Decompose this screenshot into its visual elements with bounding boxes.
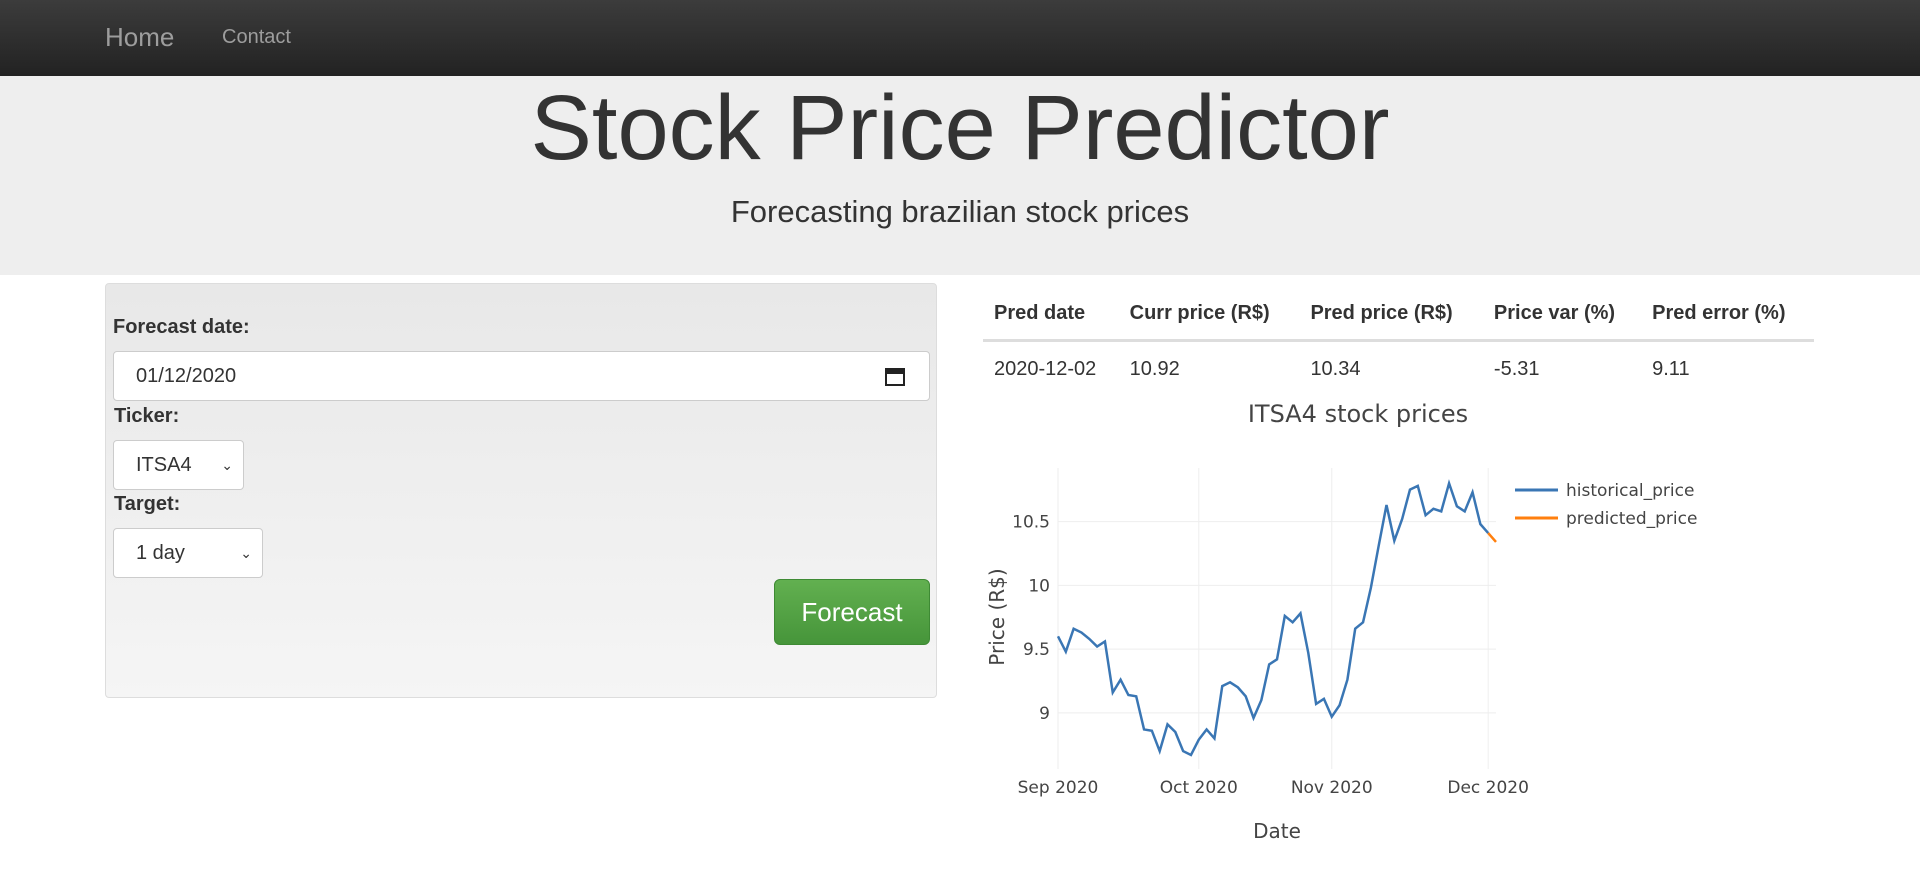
nav-link[interactable]: Contact [222,26,291,48]
select-value: ITSA4 [136,453,192,476]
table-row: 2020-12-02 10.92 10.34 -5.31 9.11 [983,341,1814,394]
y-axis-title: Price (R$) [985,568,1009,665]
chart-title: ITSA4 stock prices [1248,400,1468,428]
target-select[interactable]: 1 day ⌄ [113,528,263,578]
x-axis-title: Date [1253,819,1301,843]
input-value: 01/12/2020 [136,364,237,387]
page-subtitle: Forecasting brazilian stock prices [730,194,1190,229]
x-tick-label: Oct 2020 [1160,778,1238,798]
table-cell: 10.92 [1129,358,1180,380]
date-input[interactable]: 01/12/2020 [113,351,930,401]
legend-label: predicted_price [1566,509,1697,529]
table-cell: 10.34 [1310,358,1361,380]
calendar-icon [885,368,905,386]
y-tick-label: 10 [1028,576,1050,596]
x-tick-label: Sep 2020 [1018,778,1099,798]
select-value: 1 day [136,541,185,564]
y-tick-label: 10.5 [1012,513,1050,533]
jumbotron: Stock Price Predictor Forecasting brazil… [0,76,1920,275]
results-table: Pred date Curr price (R$) Pred price (R$) P… [983,288,1814,393]
column-header: Pred price (R$) [1299,288,1483,342]
line-series [1487,532,1497,543]
legend-label: historical_price [1566,481,1694,501]
forecast-button[interactable]: Forecast [774,579,930,645]
y-tick-label: 9 [1039,704,1050,724]
label: Forecast date: [113,316,250,338]
table-cell: 2020-12-02 [994,358,1097,380]
line-series [1056,479,1490,757]
table-cell: -5.31 [1493,358,1540,380]
label: Ticker: [114,405,180,427]
chevron: ⌄ [221,456,233,473]
page-title: Stock Price Predictor [530,77,1390,179]
nav-home[interactable]: Home [105,22,175,52]
column-header: Pred error (%) [1641,288,1814,342]
navbar: Home Contact [0,0,1920,76]
x-tick-label: Dec 2020 [1447,778,1529,798]
column-header: Curr price (R$) [1118,288,1300,342]
column-header: Price var (%) [1482,288,1642,342]
table-cell: 9.11 [1652,358,1690,380]
chart: ITSA4 stock prices 9 9.5 10 10.5 Sep 2020 Oct … [985,400,1697,843]
x-tick-label: Nov 2020 [1291,778,1373,798]
label: Target: [114,493,181,515]
chevron: ⌄ [240,544,252,561]
y-tick-label: 9.5 [1023,640,1050,660]
column-header: Pred date [983,288,1119,342]
table-body: 2020-12-02 10.92 10.34 -5.31 9.11 [983,341,1814,394]
ticker-select[interactable]: ITSA4 ⌄ [113,440,244,490]
header-row: Pred date Curr price (R$) Pred price (R$) P… [983,288,1814,342]
